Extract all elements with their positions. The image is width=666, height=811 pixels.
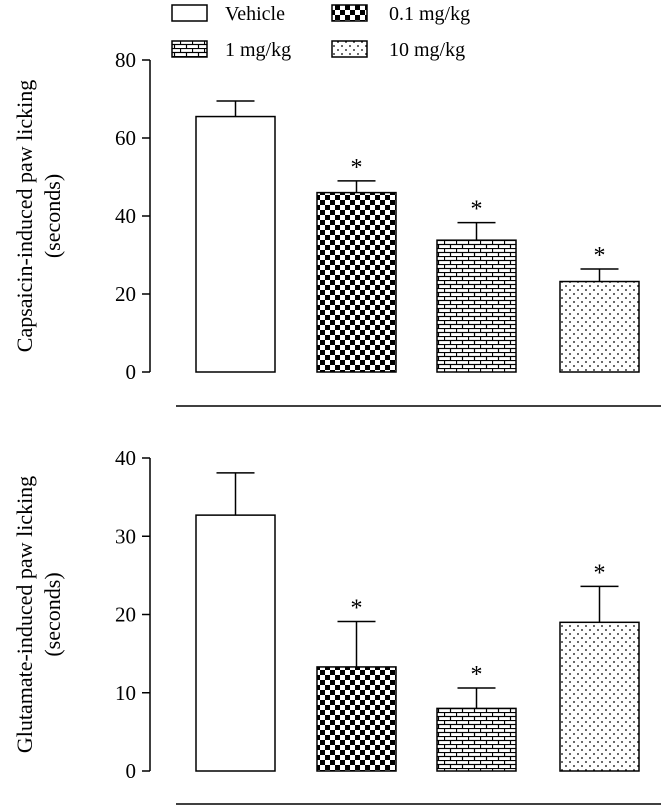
bar-10-mgkg [559, 621, 640, 772]
legend-entry-vehicle: Vehicle [171, 3, 285, 25]
y-axis-label-line: (seconds) [40, 174, 65, 258]
legend-swatch-vehicle [171, 4, 208, 22]
y-axis-label-line: (seconds) [40, 572, 65, 656]
y-axis-label: Capsaicin-induced paw licking (seconds) [12, 80, 65, 352]
significance-marker-0-1-mgkg: * [351, 155, 363, 181]
y-tick-label: 10 [115, 681, 136, 705]
bar-vehicle [195, 115, 276, 373]
significance-marker-0-1-mgkg: * [351, 596, 363, 622]
bar-vehicle [195, 514, 276, 772]
legend-entry-10-mgkg: 10 mg/kg [331, 39, 465, 61]
significance-marker-1-mgkg: * [471, 197, 483, 223]
bar-1-mgkg [436, 707, 517, 772]
legend-label-1-mgkg: 1 mg/kg [225, 39, 291, 61]
y-tick-label: 0 [126, 360, 137, 384]
y-tick-label: 40 [115, 446, 136, 470]
y-tick-label: 20 [115, 603, 136, 627]
y-axis-label-line: Capsaicin-induced paw licking [12, 80, 37, 352]
significance-marker-1-mgkg: * [471, 662, 483, 688]
legend-entry-1-mgkg: 1 mg/kg [171, 39, 291, 61]
y-axis-label: Glutamate-induced paw licking (seconds) [12, 476, 65, 753]
bar-1-mgkg [436, 239, 517, 373]
bar-10-mgkg [559, 280, 640, 373]
legend-label-0-1-mgkg: 0.1 mg/kg [389, 3, 470, 25]
legend: Vehicle 0.1 mg/kg 1 mg/kg 10 mg/kg [171, 3, 470, 61]
legend-label-vehicle: Vehicle [225, 3, 285, 25]
significance-marker-10-mgkg: * [594, 243, 606, 269]
y-tick-label: 80 [115, 48, 136, 72]
y-tick-label: 0 [126, 759, 137, 783]
legend-label-10-mgkg: 10 mg/kg [389, 39, 465, 61]
y-tick-label: 40 [115, 204, 136, 228]
legend-swatch-10-mgkg [331, 40, 368, 58]
bar-0-1-mgkg [316, 666, 397, 772]
legend-swatch-0-1-mgkg [331, 4, 368, 22]
significance-marker-10-mgkg: * [594, 560, 606, 586]
chart-capsaicin: 0 20 40 60 80 Capsaicin-induced paw licking (s… [12, 48, 661, 407]
y-tick-label: 20 [115, 282, 136, 306]
bar-0-1-mgkg [316, 191, 397, 373]
y-tick-label: 60 [115, 126, 136, 150]
legend-entry-0-1-mgkg: 0.1 mg/kg [331, 3, 470, 25]
y-tick-label: 30 [115, 524, 136, 548]
y-axis-label-line: Glutamate-induced paw licking [12, 476, 37, 753]
legend-swatch-1-mgkg [171, 40, 208, 58]
chart-glutamate: 0 10 20 30 40 Glutamate-induced paw licking (s… [12, 446, 661, 805]
